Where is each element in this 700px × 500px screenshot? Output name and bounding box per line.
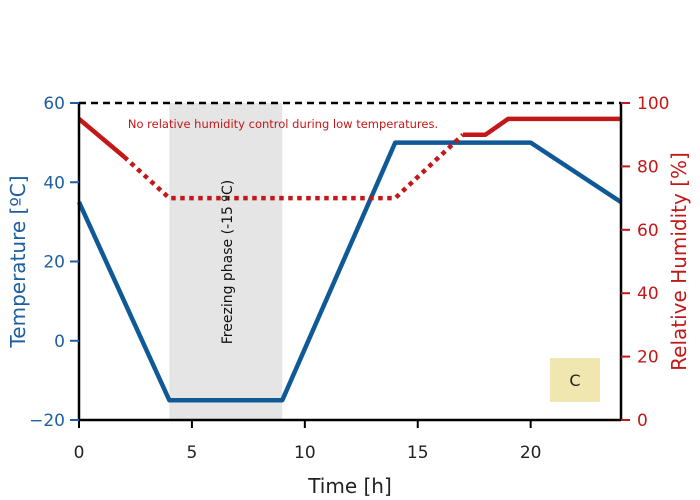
x-tick-label: 15 bbox=[407, 443, 429, 463]
y-right-tick-label: 20 bbox=[637, 348, 659, 368]
humidity-series-line-2 bbox=[122, 133, 465, 201]
y-right-tick-label: 0 bbox=[637, 411, 648, 431]
y-right-tick-label: 60 bbox=[637, 221, 659, 241]
temperature-series-line-0 bbox=[76, 140, 623, 403]
y-left-tick-label: 40 bbox=[43, 173, 65, 193]
series-layer bbox=[76, 116, 623, 403]
badge-box bbox=[550, 358, 600, 402]
y-right-tick-label: 100 bbox=[637, 94, 669, 114]
axes-layer bbox=[70, 102, 630, 428]
x-tick-label: 5 bbox=[187, 443, 198, 463]
y-right-tick-label: 40 bbox=[637, 284, 659, 304]
x-tick-label: 20 bbox=[520, 443, 542, 463]
humidity-series-line-3 bbox=[462, 116, 621, 137]
y-left-tick-label: 20 bbox=[43, 253, 65, 273]
y-axis-right-title: Relative Humidity [%] bbox=[667, 152, 691, 371]
y-left-tick-label: 60 bbox=[43, 94, 65, 114]
shaded-region-layer bbox=[169, 103, 283, 420]
x-tick-label: 0 bbox=[74, 443, 85, 463]
y-left-tick-label: 0 bbox=[54, 332, 65, 352]
x-axis-title: Time [h] bbox=[307, 474, 392, 498]
freezing-phase-region bbox=[169, 103, 283, 420]
y-right-tick-label: 80 bbox=[637, 157, 659, 177]
text-layer: 0 5 10 15 20 60 40 20 0 −20 100 80 60 40 20 0 Time [h] Te… bbox=[6, 94, 691, 498]
humidity-series-line-1 bbox=[77, 117, 126, 159]
y-left-tick-label: −20 bbox=[29, 411, 65, 431]
y-axis-left-title: Temperature [ºC] bbox=[6, 175, 30, 348]
badge-label: C bbox=[569, 371, 580, 390]
freezing-phase-label: Freezing phase (-15 ºC) bbox=[220, 180, 236, 344]
humidity-note: No relative humidity control during low … bbox=[128, 117, 438, 131]
x-tick-label: 10 bbox=[294, 443, 316, 463]
